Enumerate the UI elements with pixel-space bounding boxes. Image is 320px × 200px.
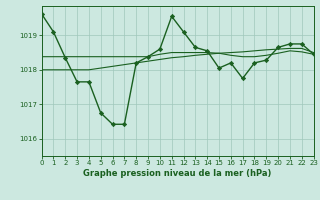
X-axis label: Graphe pression niveau de la mer (hPa): Graphe pression niveau de la mer (hPa) xyxy=(84,169,272,178)
